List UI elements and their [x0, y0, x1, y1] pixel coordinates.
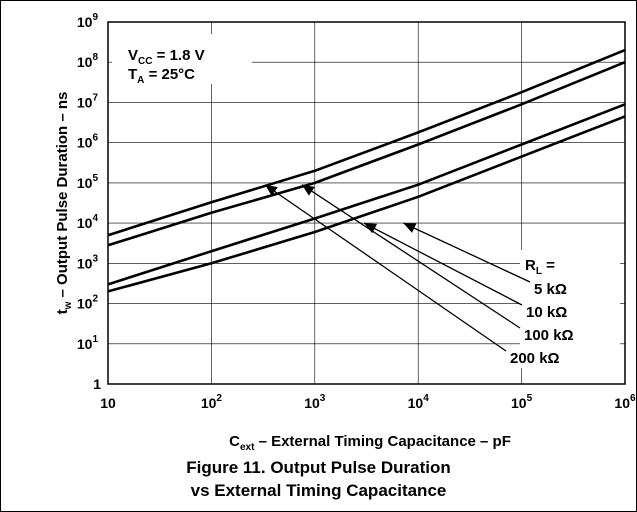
- figure-caption-line2: vs External Timing Capacitance: [190, 481, 447, 500]
- x-tick-label: 106: [614, 393, 636, 411]
- y-tick-label: 107: [77, 92, 99, 110]
- y-tick-label: 102: [77, 294, 99, 312]
- y-tick-label: 109: [77, 12, 99, 30]
- curves: [107, 48, 626, 293]
- annotation-arrowhead: [265, 184, 278, 196]
- condition-vcc: VCC = 1.8 V: [128, 47, 205, 67]
- annotation-arrows: [264, 184, 531, 352]
- y-tick-label: 104: [77, 213, 99, 231]
- y-axis-label: tw – Output Pulse Duration – ns: [54, 92, 74, 315]
- x-axis-label: Cext – External Timing Capacitance – pF: [229, 433, 511, 453]
- figure-caption-line1: Figure 11. Output Pulse Duration: [186, 458, 451, 477]
- y-tick-label: 106: [77, 133, 99, 151]
- legend-entry: 10 kΩ: [526, 304, 567, 321]
- series-line: [107, 48, 626, 237]
- x-tick-label: 10: [100, 395, 116, 411]
- plot-border: [107, 21, 626, 385]
- annotation-arrow-line: [264, 184, 507, 352]
- y-tick-labels: 1 101 102 103 104 105 106 107 108 109: [77, 12, 101, 392]
- annotation-arrowhead: [364, 223, 378, 234]
- x-tick-label: 103: [304, 393, 326, 411]
- conditions-background: [112, 34, 252, 84]
- legend-entries: 5 kΩ 10 kΩ 100 kΩ 200 kΩ: [510, 281, 574, 367]
- legend-title: RL =: [525, 257, 555, 277]
- y-tick-label: 1: [93, 376, 101, 392]
- y-tick-label: 103: [77, 253, 99, 271]
- x-tick-label: 104: [408, 393, 430, 411]
- y-tick-label: 105: [77, 173, 99, 191]
- legend-entry: 5 kΩ: [534, 281, 567, 298]
- annotation-arrow-line: [403, 222, 531, 283]
- x-tick-label: 102: [201, 393, 223, 411]
- annotation-arrow-line: [301, 184, 521, 329]
- y-tick-label: 101: [77, 334, 99, 352]
- legend-entry: 200 kΩ: [510, 350, 560, 367]
- y-tick-label: 108: [77, 52, 99, 70]
- x-tick-label: 105: [511, 393, 533, 411]
- annotation-arrow-line: [363, 222, 523, 306]
- legend-background: [520, 250, 620, 368]
- annotation-arrowhead: [301, 184, 315, 196]
- condition-ta: TA = 25°C: [128, 66, 195, 86]
- series-line: [107, 60, 626, 247]
- x-tick-labels: 10 102 103 104 105 106: [100, 393, 636, 411]
- annotation-arrowhead: [403, 223, 417, 233]
- series-line: [107, 115, 626, 293]
- series-line: [107, 103, 626, 286]
- legend-entry: 100 kΩ: [524, 327, 574, 344]
